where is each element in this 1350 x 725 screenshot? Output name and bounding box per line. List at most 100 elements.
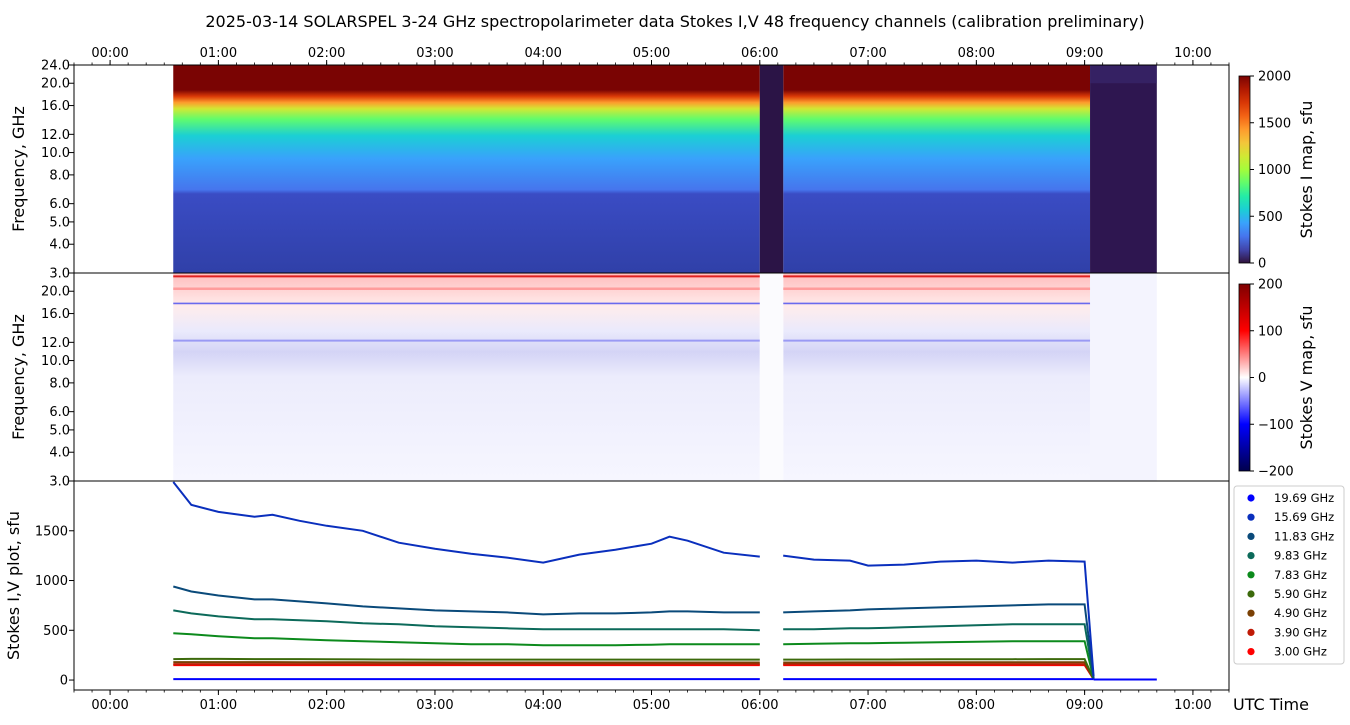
colorbar-tick-label: 0	[1258, 257, 1266, 272]
time-tick-label: 07:00	[849, 698, 886, 713]
legend-marker	[1247, 648, 1255, 656]
colorbar-tick-label: −100	[1258, 418, 1294, 433]
freq-tick-label: 3.0	[49, 267, 70, 282]
legend-label: 7.83 GHz	[1274, 568, 1327, 582]
time-tick-label: 08:00	[958, 46, 995, 61]
stokes-i-gap-block	[759, 65, 784, 273]
freq-tick-label: 3.0	[49, 475, 70, 490]
colorbar-tick-label: 200	[1258, 278, 1283, 293]
freq-tick-label: 5.0	[49, 423, 70, 438]
stokes-i-ylabel: Frequency, GHz	[9, 106, 28, 232]
colorbar-tick-label: 2000	[1258, 70, 1291, 85]
time-tick-label: 02:00	[308, 46, 345, 61]
freq-tick-label: 10.0	[41, 354, 70, 369]
colorbar-tick-label: 500	[1258, 210, 1283, 225]
stokes-v-heatmap-segment	[173, 273, 760, 481]
series-line-15-69-GHz	[783, 554, 1095, 677]
time-tick-label: 03:00	[416, 698, 453, 713]
stokes-v-gap-block	[759, 273, 784, 481]
series-line-3-90-GHz	[783, 663, 1095, 680]
freq-tick-label: 4.0	[49, 238, 70, 253]
time-tick-label: 07:00	[849, 46, 886, 61]
series-line-5-90-GHz	[173, 657, 760, 661]
stokes-i-postflare-block	[1090, 65, 1157, 273]
legend-label: 11.83 GHz	[1274, 529, 1334, 543]
plot-y-tick-label: 1500	[35, 524, 68, 539]
plot-y-tick-label: 1000	[35, 574, 68, 589]
stokes-v-postflare-block	[1090, 273, 1157, 481]
stokes-i-heatmap-segment	[173, 65, 760, 273]
time-tick-label: 04:00	[524, 46, 561, 61]
freq-tick-label: 12.0	[41, 128, 70, 143]
plot-y-tick-label: 0	[60, 674, 68, 689]
time-tick-label: 10:00	[1174, 46, 1211, 61]
legend-label: 3.00 GHz	[1274, 645, 1327, 659]
stokes-i-colorbar: 0 500 1000 1500 2000 Stokes I map, sfu	[1238, 70, 1316, 272]
time-tick-label: 08:00	[958, 698, 995, 713]
freq-tick-label: 16.0	[41, 307, 70, 322]
legend-label: 19.69 GHz	[1274, 491, 1334, 505]
legend-marker	[1247, 628, 1255, 637]
time-tick-label: 00:00	[91, 46, 128, 61]
legend-marker	[1247, 571, 1255, 579]
series-line-15-69-GHz	[172, 481, 760, 564]
colorbar-bar	[1238, 283, 1251, 472]
plot-ylabel: Stokes I,V plot, sfu	[4, 511, 23, 660]
freq-tick-label: 20.0	[41, 285, 70, 300]
time-tick-label: 03:00	[416, 46, 453, 61]
freq-tick-label: 20.0	[41, 77, 70, 92]
time-tick-label: 01:00	[200, 698, 237, 713]
legend-label: 15.69 GHz	[1274, 510, 1334, 524]
stokes-i-heatmap-segment	[783, 65, 1091, 273]
time-tick-label: 02:00	[308, 698, 345, 713]
legend-marker	[1247, 513, 1255, 521]
stokes-i-postflare-top	[1090, 65, 1157, 84]
time-tick-label: 01:00	[200, 46, 237, 61]
freq-tick-label: 4.0	[49, 446, 70, 461]
stokes-v-heatmap-segment	[783, 273, 1091, 481]
colorbar-tick-label: 1000	[1258, 163, 1291, 178]
colorbar-label: Stokes I map, sfu	[1297, 101, 1316, 239]
freq-tick-label: 12.0	[41, 336, 70, 351]
frequency-legend: 19.69 GHz 15.69 GHz 11.83 GHz 9.83 GHz 7.83 …	[1233, 485, 1345, 665]
legend-label: 4.90 GHz	[1274, 606, 1327, 620]
freq-tick-label: 16.0	[41, 99, 70, 114]
series-line-11-83-GHz	[783, 603, 1095, 679]
time-tick-label: 06:00	[741, 698, 778, 713]
series-line-7-83-GHz	[783, 640, 1095, 680]
legend-marker	[1247, 532, 1255, 541]
legend-box	[1233, 485, 1345, 665]
legend-label: 3.90 GHz	[1274, 625, 1327, 639]
freq-tick-label: 8.0	[49, 376, 70, 391]
legend-label: 9.83 GHz	[1274, 549, 1327, 563]
colorbar-tick-label: −200	[1258, 465, 1294, 480]
colorbar-bar	[1238, 75, 1251, 264]
time-tick-label: 05:00	[633, 698, 670, 713]
legend-marker	[1247, 552, 1255, 560]
time-tick-label: 04:00	[524, 698, 561, 713]
freq-tick-label: 24.0	[41, 59, 70, 74]
plot-y-tick-label: 500	[43, 624, 68, 639]
time-tick-label: 10:00	[1174, 698, 1211, 713]
time-tick-label: 09:00	[1066, 698, 1103, 713]
stokes-iv-plot-panel: 0 500 1000 1500 Stokes I,V plot, sfu 00:00 01:…	[4, 480, 1230, 713]
colorbar-label: Stokes V map, sfu	[1297, 305, 1316, 449]
series-line-5-90-GHz	[783, 658, 1095, 680]
stokes-v-colorbar: 200 100 0 −100 −200 Stokes V map, sfu	[1238, 278, 1316, 480]
series-line-9-83-GHz	[173, 609, 760, 632]
stokes-v-ylabel: Frequency, GHz	[9, 314, 28, 440]
freq-tick-label: 5.0	[49, 215, 70, 230]
time-tick-label: 09:00	[1066, 46, 1103, 61]
time-tick-label: 05:00	[633, 46, 670, 61]
stokes-v-panel: 3.0 4.0 5.0 6.0 8.0 10.0 12.0 16.0 20.0 Frequency…	[9, 272, 1230, 490]
x-axis-label: UTC Time	[1233, 695, 1309, 714]
legend-marker	[1247, 494, 1255, 502]
chart-title: 2025-03-14 SOLARSPEL 3-24 GHz spectropol…	[205, 12, 1144, 31]
legend-marker	[1247, 609, 1255, 617]
series-line-11-83-GHz	[173, 585, 760, 616]
series-line-9-83-GHz	[783, 623, 1095, 679]
freq-tick-label: 10.0	[41, 146, 70, 161]
colorbar-tick-label: 1500	[1258, 116, 1291, 131]
freq-tick-label: 6.0	[49, 405, 70, 420]
